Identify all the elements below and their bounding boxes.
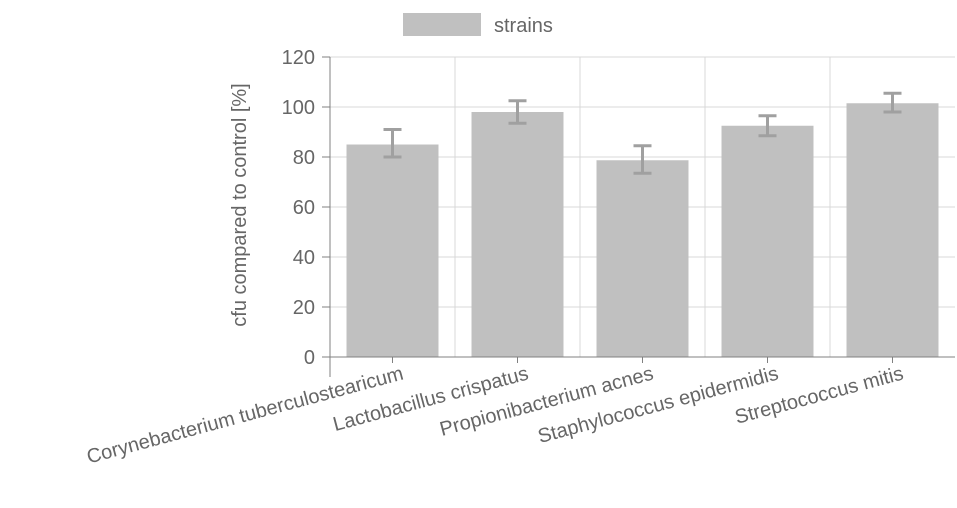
- y-tick-label: 100: [282, 97, 315, 119]
- y-tick-label: 0: [304, 347, 315, 369]
- legend: strains: [403, 13, 553, 37]
- bar: [471, 112, 564, 357]
- y-tick-label: 20: [293, 297, 315, 319]
- bar: [596, 160, 689, 357]
- legend-swatch: [403, 13, 481, 36]
- bar: [846, 103, 939, 357]
- y-tick-label: 120: [282, 47, 315, 69]
- y-axis-title: cfu compared to control [%]: [229, 83, 251, 326]
- bar-layer: [346, 91, 939, 357]
- y-tick-label: 60: [293, 197, 315, 219]
- y-tick-label: 80: [293, 147, 315, 169]
- legend-label: strains: [494, 15, 553, 37]
- y-tick-label: 40: [293, 247, 315, 269]
- bar: [346, 144, 439, 357]
- bar: [721, 125, 814, 357]
- axis-layer: [322, 56, 955, 377]
